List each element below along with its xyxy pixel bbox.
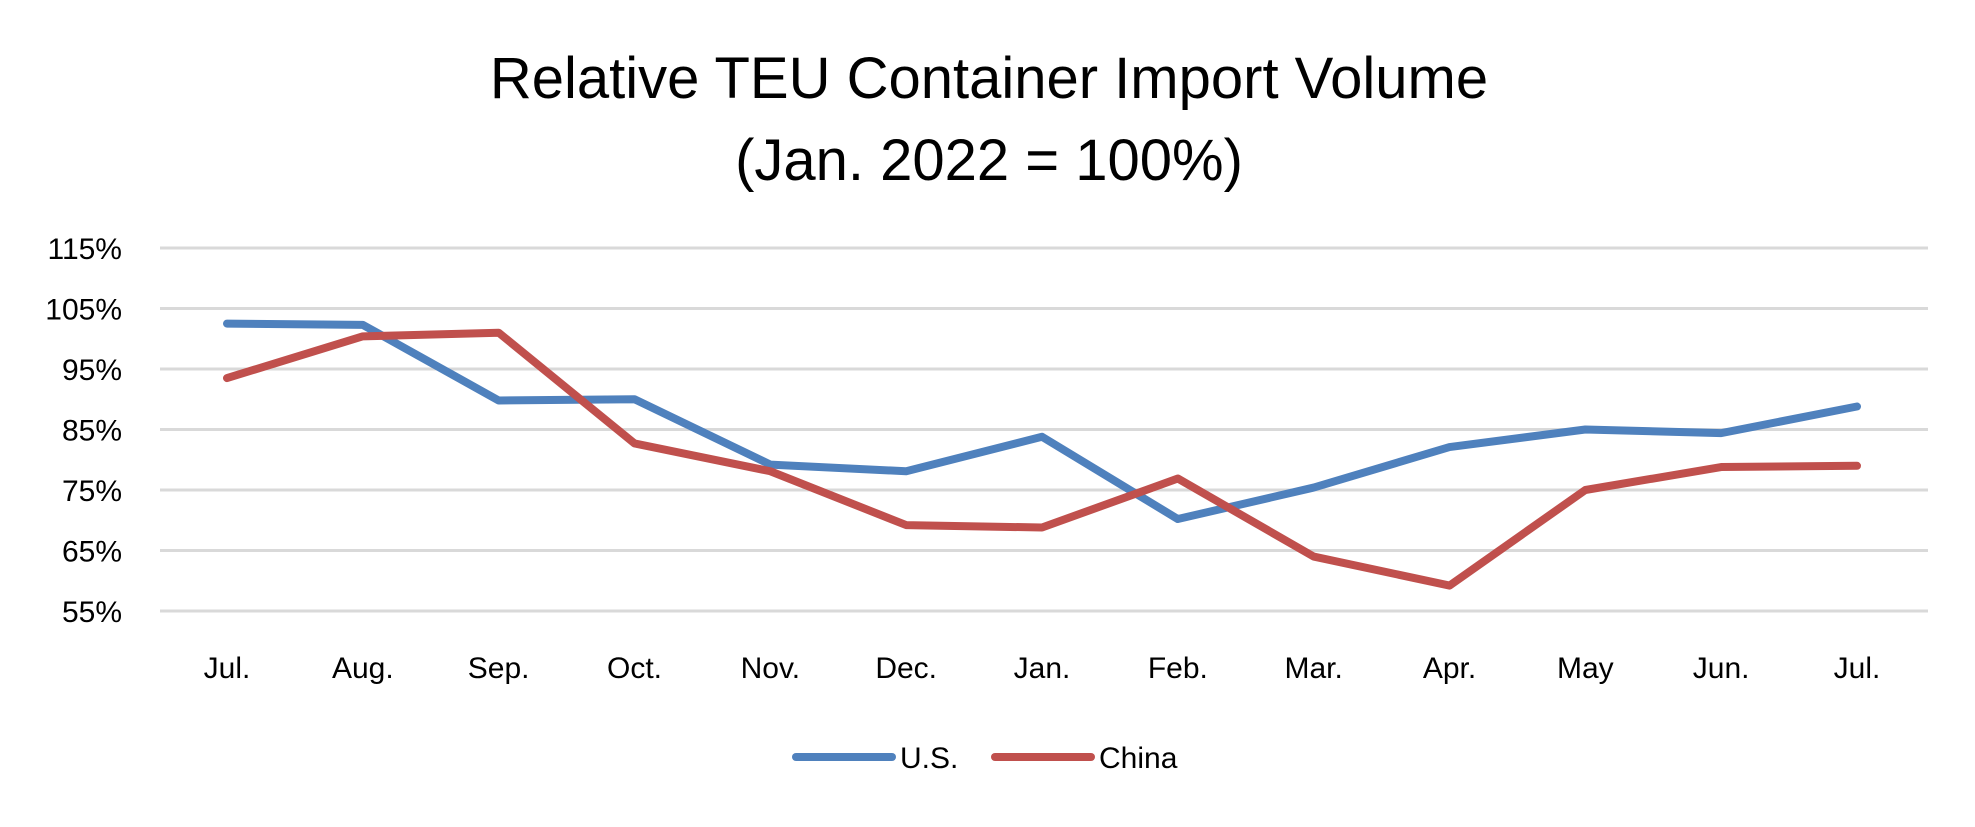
x-tick-label: Jun. [1693, 652, 1750, 685]
x-tick-label: Dec. [875, 652, 937, 685]
x-tick-label: Oct. [607, 652, 662, 685]
legend-label: China [1099, 742, 1178, 775]
chart-title-line-2: (Jan. 2022 = 100%) [735, 128, 1243, 193]
x-tick-label: May [1557, 652, 1614, 685]
x-tick-label: Sep. [468, 652, 530, 685]
series-line-china [227, 333, 1857, 586]
x-tick-label: Mar. [1284, 652, 1342, 685]
y-tick-label: 115% [47, 233, 122, 266]
y-tick-label: 65% [62, 536, 122, 569]
y-tick-label: 85% [62, 415, 122, 448]
x-tick-label: Feb. [1148, 652, 1208, 685]
legend-label: U.S. [900, 742, 958, 775]
x-tick-label: Jan. [1014, 652, 1071, 685]
y-tick-label: 95% [62, 354, 122, 387]
x-tick-label: Apr. [1423, 652, 1476, 685]
chart-title-line-1: Relative TEU Container Import Volume [490, 46, 1488, 111]
x-tick-label: Jul. [204, 652, 251, 685]
y-tick-label: 105% [45, 294, 122, 327]
y-tick-label: 75% [62, 475, 122, 508]
x-tick-label: Nov. [741, 652, 800, 685]
legend: U.S. China [796, 742, 1178, 775]
x-tick-label: Jul. [1834, 652, 1881, 685]
y-tick-label: 55% [62, 596, 122, 629]
x-tick-label: Aug. [332, 652, 394, 685]
